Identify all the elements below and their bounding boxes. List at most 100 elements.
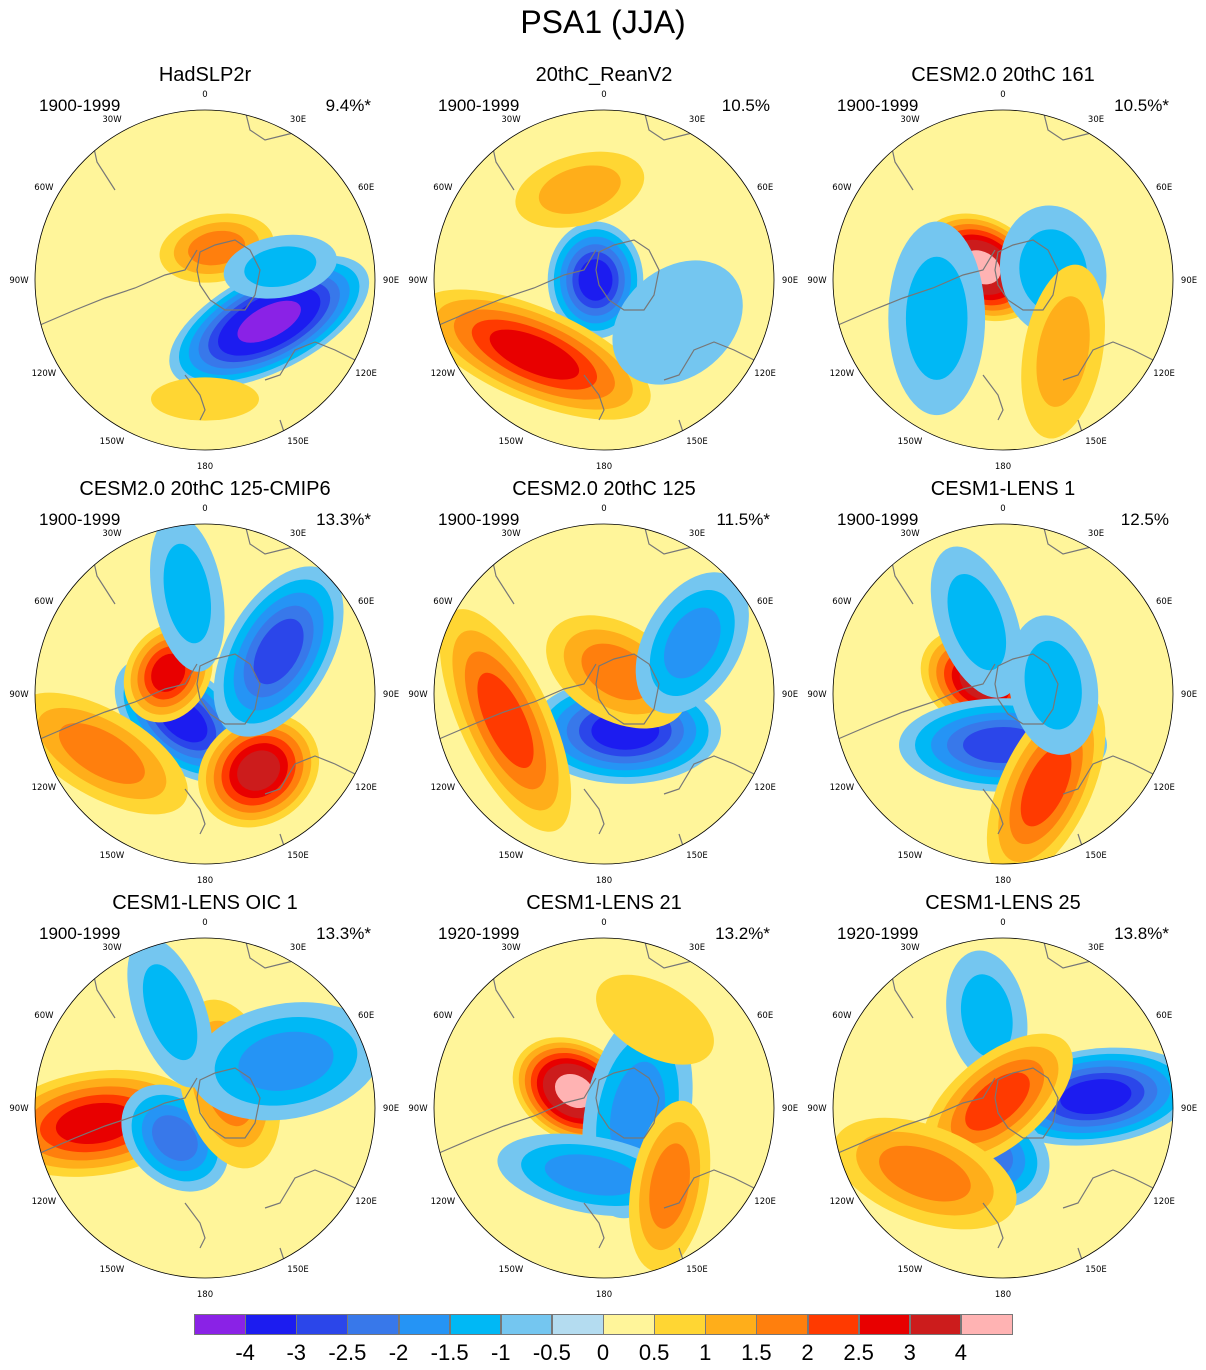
polar-map: 0 30E 60E 90E 120E 150E 180 150W 120W 90W 60W 30W bbox=[408, 504, 798, 886]
longitude-label: 60E bbox=[1156, 1011, 1172, 1021]
longitude-label: 0 bbox=[601, 918, 606, 928]
figure-title: PSA1 (JJA) bbox=[520, 4, 686, 40]
colorbar-tick-label: 2 bbox=[801, 1340, 814, 1365]
longitude-label: 150W bbox=[499, 437, 524, 447]
longitude-label: 30E bbox=[290, 943, 306, 953]
panel-title: CESM2.0 20thC 125-CMIP6 bbox=[79, 478, 331, 500]
polar-map: 0 30E 60E 90E 120E 150E 180 150W 120W 90W 60W 30W bbox=[9, 90, 399, 472]
longitude-label: 60E bbox=[1156, 183, 1172, 193]
coastline bbox=[837, 1077, 996, 1154]
anomaly-contour bbox=[1060, 1079, 1132, 1115]
longitude-label: 30E bbox=[290, 115, 306, 125]
longitude-label: 30W bbox=[102, 529, 122, 539]
longitude-label: 90W bbox=[9, 276, 29, 286]
polar-map: 0 30E 60E 90E 120E 150E 180 150W 120W 90W 60W 30W bbox=[807, 504, 1197, 886]
coastline bbox=[264, 341, 356, 381]
map-panel: 20thC_ReanV2 1900-1999 10.5% 0 30E 60E 90E 120E… bbox=[404, 64, 804, 478]
variance-percent: 10.5% bbox=[721, 96, 770, 115]
colorbar-tick-label: -0.5 bbox=[532, 1340, 571, 1365]
panel-title: CESM2.0 20thC 161 bbox=[911, 64, 1095, 86]
longitude-label: 120W bbox=[830, 369, 855, 379]
longitude-label: 60E bbox=[358, 1011, 374, 1021]
longitude-label: 60W bbox=[832, 597, 852, 607]
coastline bbox=[1062, 1169, 1154, 1209]
longitude-label: 0 bbox=[202, 504, 207, 514]
longitude-label: 120E bbox=[355, 1197, 377, 1207]
colorbar-tick-label: 4 bbox=[954, 1340, 967, 1365]
longitude-label: 30W bbox=[900, 943, 920, 953]
longitude-label: 60W bbox=[34, 597, 54, 607]
polar-map: 0 30E 60E 90E 120E 150E 180 150W 120W 90W 60W 30W bbox=[408, 90, 798, 472]
longitude-label: 120E bbox=[355, 369, 377, 379]
longitude-label: 120E bbox=[1153, 1197, 1175, 1207]
longitude-label: 60W bbox=[832, 1011, 852, 1021]
map-panel: HadSLP2r 1900-1999 9.4%* 0 30E 60E 90E 120E 150E… bbox=[5, 64, 405, 478]
anomaly-contour bbox=[1024, 640, 1082, 730]
coastline bbox=[264, 1169, 356, 1209]
coastline bbox=[982, 374, 1004, 421]
colorbar-swatch bbox=[960, 1314, 1013, 1335]
coastline bbox=[583, 788, 605, 835]
map-panel: CESM1-LENS 25 1920-1999 13.8%* 0 30E 60E 90E 12… bbox=[803, 892, 1203, 1306]
longitude-label: 30W bbox=[900, 115, 920, 125]
coastline bbox=[39, 1077, 198, 1154]
longitude-label: 60W bbox=[433, 597, 453, 607]
longitude-label: 150E bbox=[686, 851, 708, 861]
longitude-label: 60E bbox=[757, 597, 773, 607]
map-border bbox=[832, 523, 1174, 865]
longitude-label: 60W bbox=[34, 183, 54, 193]
longitude-label: 60E bbox=[1156, 597, 1172, 607]
map-panel: CESM1-LENS OIC 1 1900-1999 13.3%* 0 30E 60E 90… bbox=[5, 892, 405, 1306]
longitude-label: 120W bbox=[830, 1197, 855, 1207]
longitude-label: 60W bbox=[433, 1011, 453, 1021]
longitude-label: 180 bbox=[596, 1290, 612, 1300]
longitude-label: 90W bbox=[408, 276, 428, 286]
longitude-label: 120E bbox=[754, 369, 776, 379]
colorbar-tick-label: 0.5 bbox=[638, 1340, 670, 1365]
longitude-label: 150E bbox=[1085, 851, 1107, 861]
anomaly-contour bbox=[163, 543, 212, 644]
colorbar-swatch bbox=[551, 1314, 604, 1335]
longitude-label: 30E bbox=[689, 943, 705, 953]
anomaly-contour bbox=[244, 246, 317, 288]
longitude-label: 0 bbox=[601, 90, 606, 100]
colorbar-tick-label: -3 bbox=[286, 1340, 307, 1365]
longitude-label: 120W bbox=[32, 783, 57, 793]
anomaly-contour bbox=[596, 974, 714, 1065]
longitude-label: 90W bbox=[807, 276, 827, 286]
coastline bbox=[583, 374, 605, 421]
coastline bbox=[837, 249, 996, 326]
longitude-label: 90W bbox=[408, 690, 428, 700]
coastline bbox=[264, 755, 356, 795]
longitude-label: 180 bbox=[995, 1290, 1011, 1300]
anomaly-contour bbox=[947, 573, 1007, 671]
colorbar-swatch bbox=[654, 1314, 706, 1335]
period-label: 1900-1999 bbox=[438, 510, 520, 529]
longitude-label: 30W bbox=[102, 115, 122, 125]
longitude-label: 90W bbox=[807, 1104, 827, 1114]
longitude-label: 150W bbox=[898, 437, 923, 447]
longitude-label: 180 bbox=[197, 876, 213, 886]
variance-percent: 11.5%* bbox=[716, 510, 770, 529]
period-label: 1900-1999 bbox=[39, 510, 121, 529]
longitude-label: 30E bbox=[689, 529, 705, 539]
colorbar-swatch bbox=[705, 1314, 757, 1335]
anomaly-contour bbox=[538, 165, 621, 214]
map-border bbox=[34, 937, 376, 1279]
colorbar-swatch bbox=[449, 1314, 502, 1335]
longitude-label: 60W bbox=[433, 183, 453, 193]
panel-title: CESM1-LENS 25 bbox=[925, 892, 1081, 914]
longitude-label: 30E bbox=[290, 529, 306, 539]
coastline bbox=[994, 239, 1059, 311]
anomaly-contour bbox=[581, 643, 653, 701]
coastline bbox=[595, 239, 660, 311]
longitude-label: 60E bbox=[358, 183, 374, 193]
longitude-label: 150E bbox=[287, 1265, 309, 1275]
colorbar-swatch bbox=[245, 1314, 297, 1335]
coastline bbox=[1062, 755, 1154, 795]
colorbar-tick-label: 0 bbox=[596, 1340, 610, 1365]
coastline bbox=[663, 755, 755, 795]
longitude-label: 90E bbox=[383, 1104, 399, 1114]
longitude-label: 180 bbox=[596, 876, 612, 886]
coastline bbox=[663, 341, 755, 381]
